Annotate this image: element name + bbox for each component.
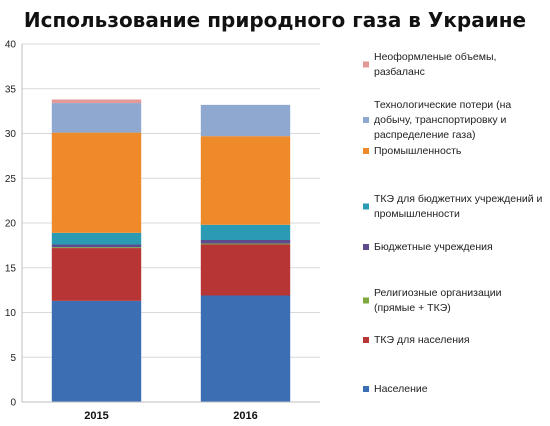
y-tick-label: 10: [5, 308, 17, 319]
legend-label: ТКЭ для населения: [374, 334, 470, 346]
legend-label-line: Технологические потери (на: [374, 99, 511, 111]
legend-swatch: [363, 117, 369, 123]
bar-segment: [51, 244, 142, 248]
bar-segment: [51, 132, 142, 233]
bar-segment: [200, 240, 291, 244]
bar-segment: [51, 99, 142, 104]
bar-segment: [51, 232, 142, 245]
legend-label-line: ТКЭ для бюджетних учреждений и: [374, 193, 543, 205]
legend-label-line: Бюджетные учреждения: [374, 241, 493, 253]
legend-label-line: (прямые + ТКЭ): [374, 302, 451, 314]
bar-segment: [200, 104, 291, 137]
legend-label: Промышленность: [374, 145, 462, 157]
legend-swatch: [363, 386, 369, 392]
y-tick-label: 5: [10, 353, 16, 364]
legend-item: ТКЭ для бюджетних учреждений и промышленн…: [363, 193, 543, 220]
bars: [51, 99, 291, 402]
legend: Неоформленые объемы, разбаланс Технологиче…: [363, 51, 543, 395]
legend-label-line: ТКЭ для населения: [374, 334, 470, 346]
bar-segment: [51, 248, 142, 301]
chart-title: Использование природного газа в Украине: [24, 8, 526, 32]
legend-label-line: разбаланс: [374, 66, 425, 78]
y-tick-label: 35: [5, 84, 17, 95]
y-tick-label: 40: [5, 40, 17, 51]
legend-label: ТКЭ для бюджетних учреждений и промышленн…: [374, 193, 543, 220]
y-tick-label: 0: [10, 398, 16, 409]
x-axis: 2015 2016: [22, 401, 320, 422]
legend-item: Религиозные организации (прямые + ТКЭ): [363, 287, 502, 314]
legend-item: Неоформленые объемы, разбаланс: [363, 51, 496, 78]
bar-segment: [200, 136, 291, 225]
legend-label: Религиозные организации (прямые + ТКЭ): [374, 287, 502, 314]
legend-swatch: [363, 148, 369, 154]
legend-label-line: промышленности: [374, 208, 460, 220]
legend-label-line: Неоформленые объемы,: [374, 51, 496, 63]
legend-item: Технологические потери (на добычу, трансп…: [363, 99, 511, 141]
y-tick-label: 30: [5, 129, 17, 140]
bar-segment: [200, 244, 291, 296]
legend-swatch: [363, 337, 369, 343]
legend-label: Бюджетные учреждения: [374, 241, 493, 253]
legend-item: Бюджетные учреждения: [363, 241, 493, 253]
legend-item: Население: [363, 383, 428, 395]
bar-segment: [51, 103, 142, 133]
legend-label: Технологические потери (на добычу, трансп…: [374, 99, 511, 141]
legend-label-line: распределение газа): [374, 129, 476, 141]
legend-swatch: [363, 297, 369, 304]
bar-segment: [51, 247, 142, 249]
legend-item: ТКЭ для населения: [363, 334, 470, 346]
legend-swatch: [363, 244, 369, 250]
y-axis: 0 5 10 15 20 25 30 35 40: [5, 40, 23, 409]
legend-item: Промышленность: [363, 145, 462, 157]
legend-label-line: Промышленность: [374, 145, 462, 157]
y-tick-label: 15: [5, 263, 17, 274]
legend-label-line: Религиозные организации: [374, 287, 502, 299]
x-tick-label: 2016: [233, 410, 257, 422]
bar-segment: [51, 300, 142, 402]
legend-label-line: добычу, транспортировку и: [374, 114, 507, 126]
legend-swatch: [363, 203, 369, 210]
bar-segment: [200, 224, 291, 241]
legend-label: Неоформленые объемы, разбаланс: [374, 51, 496, 78]
x-tick-label: 2015: [84, 410, 108, 422]
y-tick-label: 25: [5, 174, 17, 185]
bar-segment: [200, 295, 291, 402]
bar-segment: [200, 243, 291, 245]
legend-swatch: [363, 61, 369, 68]
y-tick-label: 20: [5, 219, 17, 230]
legend-label: Население: [374, 383, 428, 395]
legend-label-line: Население: [374, 383, 428, 395]
